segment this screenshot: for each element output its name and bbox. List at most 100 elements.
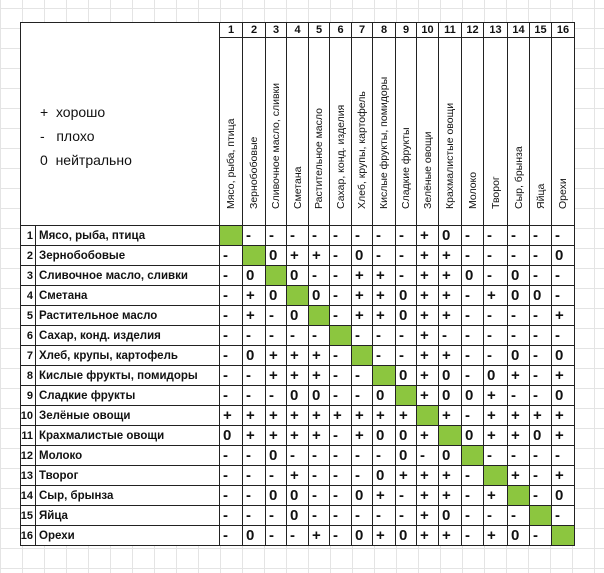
matrix-cell[interactable]: + [352,426,373,446]
matrix-cell[interactable]: - [266,226,287,246]
matrix-cell[interactable]: - [530,386,552,406]
matrix-cell[interactable]: - [396,326,417,346]
matrix-cell[interactable]: + [287,366,309,386]
matrix-cell[interactable]: - [243,326,266,346]
matrix-cell[interactable]: + [439,466,462,486]
matrix-cell[interactable]: + [330,406,352,426]
matrix-cell[interactable]: + [287,406,309,426]
matrix-cell[interactable]: + [417,306,439,326]
matrix-cell[interactable]: + [484,426,508,446]
matrix-cell[interactable]: - [287,526,309,546]
matrix-cell[interactable]: - [266,466,287,486]
matrix-cell[interactable]: + [309,346,330,366]
matrix-cell[interactable]: - [330,306,352,326]
matrix-cell[interactable]: - [508,446,530,466]
matrix-cell[interactable]: - [243,386,266,406]
matrix-cell[interactable]: - [462,486,484,506]
matrix-cell[interactable]: - [266,386,287,406]
matrix-cell[interactable]: - [530,486,552,506]
matrix-cell[interactable]: + [417,346,439,366]
matrix-cell[interactable]: + [552,426,575,446]
matrix-cell[interactable]: - [309,506,330,526]
matrix-cell[interactable]: 0 [439,386,462,406]
matrix-cell[interactable]: - [396,346,417,366]
matrix-cell[interactable]: 0 [508,286,530,306]
matrix-cell[interactable]: + [439,346,462,366]
matrix-cell[interactable]: 0 [266,446,287,466]
matrix-cell[interactable]: - [462,326,484,346]
matrix-cell[interactable]: - [287,446,309,466]
matrix-cell[interactable]: + [417,326,439,346]
matrix-cell[interactable]: - [352,446,373,466]
matrix-cell[interactable]: - [462,506,484,526]
matrix-cell[interactable]: 0 [287,486,309,506]
matrix-cell[interactable]: + [439,486,462,506]
matrix-cell[interactable]: + [439,406,462,426]
matrix-cell[interactable]: - [484,346,508,366]
matrix-cell[interactable]: - [530,266,552,286]
matrix-cell[interactable]: - [373,506,396,526]
matrix-cell[interactable]: - [330,466,352,486]
matrix-cell[interactable]: + [287,466,309,486]
matrix-cell[interactable]: + [396,466,417,486]
matrix-cell[interactable]: 0 [243,346,266,366]
matrix-cell[interactable]: - [373,226,396,246]
matrix-cell[interactable]: - [462,226,484,246]
matrix-cell[interactable]: - [484,306,508,326]
matrix-cell[interactable]: 0 [220,426,243,446]
matrix-cell[interactable]: - [220,286,243,306]
matrix-cell[interactable]: + [287,426,309,446]
matrix-cell[interactable]: + [373,266,396,286]
matrix-cell[interactable]: - [508,506,530,526]
matrix-cell[interactable]: - [352,506,373,526]
matrix-cell[interactable]: + [309,526,330,546]
matrix-cell[interactable]: 0 [373,426,396,446]
matrix-cell[interactable]: + [352,306,373,326]
matrix-cell[interactable]: + [417,466,439,486]
matrix-cell[interactable]: - [530,366,552,386]
matrix-cell[interactable]: 0 [266,486,287,506]
matrix-cell[interactable]: + [266,426,287,446]
matrix-cell[interactable]: - [508,326,530,346]
matrix-cell[interactable]: + [309,246,330,266]
matrix-cell[interactable]: 0 [462,266,484,286]
matrix-cell[interactable]: - [508,226,530,246]
matrix-cell[interactable]: 0 [530,286,552,306]
matrix-cell[interactable]: 0 [552,346,575,366]
matrix-cell[interactable]: 0 [508,266,530,286]
matrix-cell[interactable]: - [396,506,417,526]
matrix-cell[interactable]: - [330,446,352,466]
matrix-cell[interactable]: 0 [462,386,484,406]
matrix-cell[interactable]: - [243,366,266,386]
matrix-cell[interactable]: + [508,466,530,486]
matrix-cell[interactable]: + [508,426,530,446]
matrix-cell[interactable]: - [552,446,575,466]
matrix-cell[interactable]: - [462,246,484,266]
matrix-cell[interactable]: - [309,226,330,246]
matrix-cell[interactable]: + [484,286,508,306]
matrix-cell[interactable]: - [220,306,243,326]
matrix-cell[interactable]: - [462,526,484,546]
matrix-cell[interactable]: - [220,466,243,486]
matrix-cell[interactable]: + [287,246,309,266]
matrix-cell[interactable]: - [352,386,373,406]
matrix-cell[interactable]: - [352,466,373,486]
matrix-cell[interactable]: - [484,506,508,526]
matrix-cell[interactable]: - [220,446,243,466]
matrix-cell[interactable]: - [396,266,417,286]
matrix-cell[interactable]: 0 [439,446,462,466]
matrix-cell[interactable]: - [243,226,266,246]
matrix-cell[interactable]: - [530,446,552,466]
matrix-cell[interactable]: 0 [266,246,287,266]
matrix-cell[interactable]: - [309,466,330,486]
matrix-cell[interactable]: + [417,526,439,546]
matrix-cell[interactable]: - [439,326,462,346]
matrix-cell[interactable]: 0 [373,466,396,486]
matrix-cell[interactable]: - [220,526,243,546]
matrix-cell[interactable]: - [330,226,352,246]
matrix-cell[interactable]: 0 [484,366,508,386]
matrix-cell[interactable]: - [309,326,330,346]
matrix-cell[interactable]: - [508,386,530,406]
matrix-cell[interactable]: + [417,426,439,446]
matrix-cell[interactable]: + [396,406,417,426]
